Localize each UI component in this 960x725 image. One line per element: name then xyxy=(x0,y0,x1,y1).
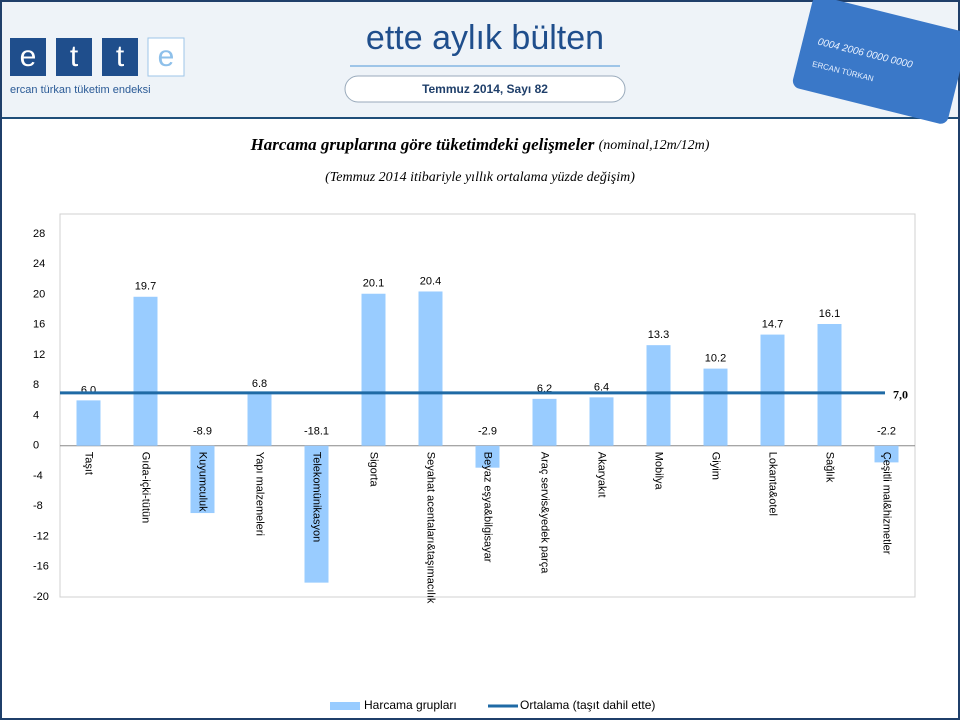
value-label: -8.9 xyxy=(193,426,212,438)
value-label: 10.2 xyxy=(705,353,726,365)
bar xyxy=(532,398,557,446)
reference-label: 7,0 xyxy=(893,388,908,402)
x-tick-label: Kuyumculuk xyxy=(197,452,209,512)
x-tick-label: Beyaz eşya&bilgisayar xyxy=(482,452,494,563)
legend-label: Harcama grupları xyxy=(364,698,457,712)
bar xyxy=(703,368,728,446)
logo-box xyxy=(10,38,46,76)
y-tick-label: -8 xyxy=(33,500,43,512)
x-tick-label: Çeşitli mal&hizmetler xyxy=(881,452,893,555)
value-label: 6.4 xyxy=(594,381,609,393)
credit-card: 0004 2006 0000 0000 ERCAN TÜRKAN xyxy=(792,0,960,124)
value-label: 13.3 xyxy=(648,329,669,341)
bar xyxy=(190,445,215,514)
y-tick-label: -16 xyxy=(33,561,49,573)
bar xyxy=(874,445,899,463)
bar xyxy=(304,445,329,583)
x-tick-label: Sağlık xyxy=(824,452,836,483)
y-tick-label: 0 xyxy=(33,440,39,452)
x-tick-label: Taşıt xyxy=(83,452,95,475)
value-label: -18.1 xyxy=(304,426,329,438)
chart-subtitle: (Temmuz 2014 itibariyle yıllık ortalama … xyxy=(325,170,635,185)
issue-pill xyxy=(344,75,626,103)
logo-letter: t xyxy=(116,40,125,73)
x-tick-label: Seyahat acentaları&taşımacılık xyxy=(425,452,437,604)
x-tick-label: Yapı malzemeleri xyxy=(254,452,266,536)
y-tick-label: -12 xyxy=(33,530,49,542)
chart-title: Harcama gruplarına göre tüketimdeki geli… xyxy=(250,135,710,154)
bar xyxy=(133,296,158,446)
bar xyxy=(76,400,101,446)
value-label: -2.2 xyxy=(877,426,896,438)
x-tick-label: Sigorta xyxy=(368,452,380,488)
y-tick-label: -4 xyxy=(33,470,43,482)
bar xyxy=(817,323,842,446)
bar xyxy=(247,394,272,446)
value-label: 19.7 xyxy=(135,281,156,293)
plot: -20 -16 -12 -8 -4 0 4 8 12 16 20 24 28 6.0 19.7 -8.9 6.8… xyxy=(33,213,916,712)
legend-label: Ortalama (taşıt dahil ette) xyxy=(520,698,655,712)
logo-box xyxy=(56,38,92,76)
logo-letter: e xyxy=(20,40,37,73)
x-tick-label: Telekomünikasyon xyxy=(311,452,323,543)
bar xyxy=(361,293,386,446)
logo-box xyxy=(147,37,185,77)
logo-letter: e xyxy=(158,40,175,73)
value-label: -2.9 xyxy=(478,426,497,438)
chart-title-main: Harcama gruplarına göre tüketimdeki geli… xyxy=(250,135,595,154)
bulletin-title: ette aylık bülten xyxy=(366,19,604,57)
value-label: 6.0 xyxy=(81,384,96,396)
bar xyxy=(589,397,614,446)
logo-box xyxy=(102,38,138,76)
value-label: 20.1 xyxy=(363,278,384,290)
value-label: 16.1 xyxy=(819,308,840,320)
card-body xyxy=(792,0,960,124)
bar xyxy=(475,445,500,468)
legend-swatch xyxy=(330,702,360,710)
bar xyxy=(760,334,785,446)
x-tick-label: Lokanta&otel xyxy=(767,452,779,516)
value-label: 14.7 xyxy=(762,318,783,330)
chart-title-note: (nominal,12m/12m) xyxy=(599,138,710,153)
logo-tagline: ercan türkan tüketim endeksi xyxy=(10,84,151,96)
bar xyxy=(646,345,671,446)
y-tick-label: -20 xyxy=(33,591,49,603)
y-tick-label: 8 xyxy=(33,379,39,391)
y-tick-label: 24 xyxy=(33,258,45,270)
logo: e t t e ercan türkan tüketim endeksi xyxy=(10,37,185,96)
y-tick-label: 12 xyxy=(33,349,45,361)
bar xyxy=(418,291,443,446)
y-tick-label: 4 xyxy=(33,409,39,421)
issue-label: Temmuz 2014, Sayı 82 xyxy=(422,82,548,96)
x-tick-label: Araç servis&yedek parça xyxy=(539,452,551,575)
x-tick-label: Mobilya xyxy=(653,452,665,491)
y-tick-label: 28 xyxy=(33,228,45,240)
value-label: 20.4 xyxy=(420,275,441,287)
y-tick-label: 20 xyxy=(33,288,45,300)
x-tick-label: Giyim xyxy=(710,452,722,480)
plot-frame xyxy=(59,213,916,598)
x-tick-label: Gıda-içki-tütün xyxy=(140,452,152,524)
logo-letter: t xyxy=(70,40,79,73)
x-tick-label: Akaryakıt xyxy=(596,452,608,498)
value-label: 6.8 xyxy=(252,378,267,390)
y-tick-label: 16 xyxy=(33,319,45,331)
